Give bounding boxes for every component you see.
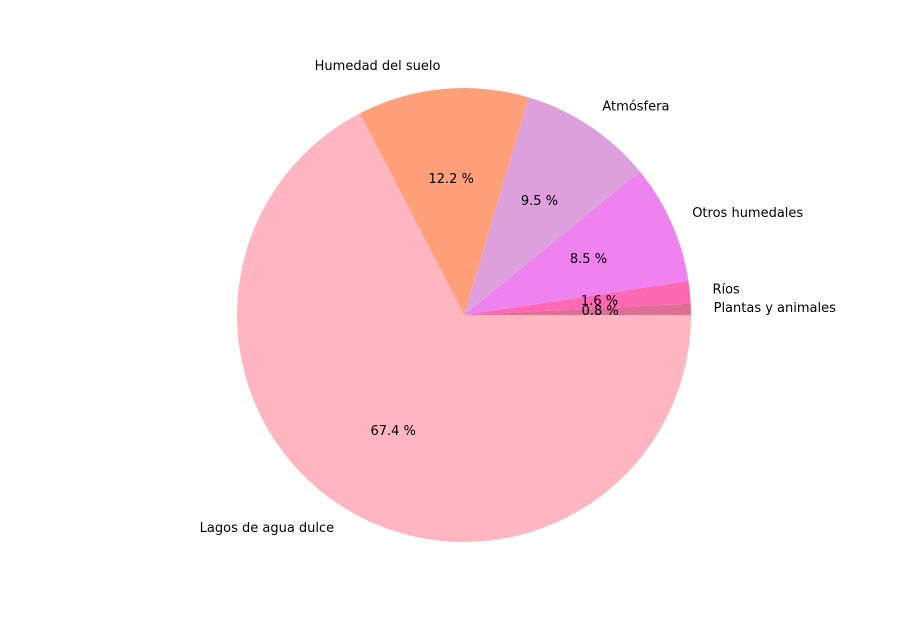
slice-label-otros-humedales: Otros humedales xyxy=(692,206,803,221)
pct-label-plantas-y-animales: 0.8 % xyxy=(582,304,619,319)
pie-slice-lagos-de-agua-dulce xyxy=(236,113,691,542)
pie-slice-plantas-y-animales xyxy=(464,303,691,315)
slice-label-atmosfera: Atmósfera xyxy=(602,100,669,115)
slice-label-plantas-y-animales: Plantas y animales xyxy=(714,301,837,316)
pct-label-humedad-del-suelo: 12.2 % xyxy=(428,172,473,187)
pie-slices xyxy=(236,87,691,542)
slice-label-rios: Ríos xyxy=(712,282,740,297)
pie-slice-atmosfera xyxy=(464,97,640,315)
slice-label-humedad-del-suelo: Humedad del suelo xyxy=(315,59,441,74)
pie-labels: 0.8 % Plantas y animales 1.6 % Ríos 8.5 % Otr… xyxy=(200,59,836,536)
pct-label-atmosfera: 9.5 % xyxy=(521,194,558,209)
pct-label-rios: 1.6 % xyxy=(581,294,618,309)
pie-slice-otros-humedales xyxy=(464,171,689,315)
pie-slice-rios xyxy=(464,280,691,315)
pie-slice-humedad-del-suelo xyxy=(359,87,529,315)
pct-label-lagos-de-agua-dulce: 67.4 % xyxy=(370,424,415,439)
pct-label-otros-humedales: 8.5 % xyxy=(570,252,607,267)
slice-label-lagos-de-agua-dulce: Lagos de agua dulce xyxy=(200,521,335,536)
